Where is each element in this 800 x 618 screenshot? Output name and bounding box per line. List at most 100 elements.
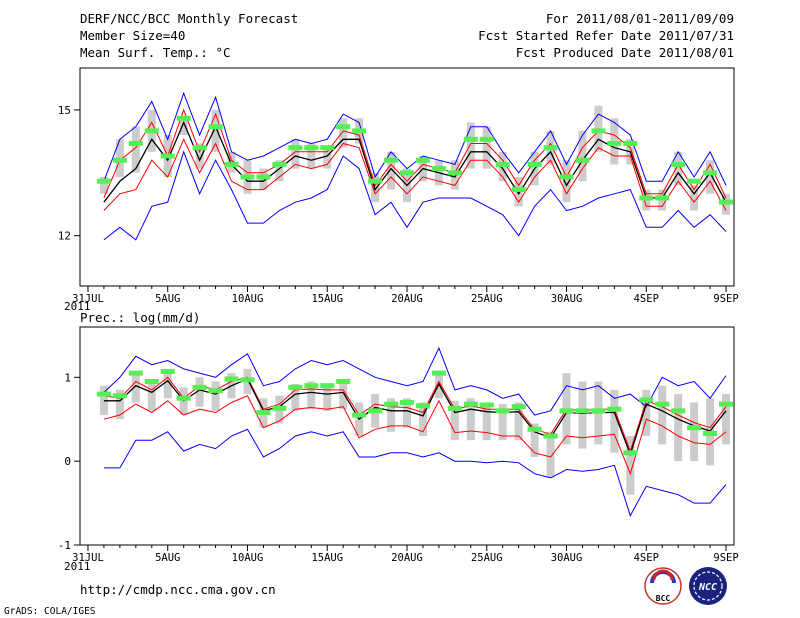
prec-spread-box [195,377,204,407]
temp-obs-marker [320,145,335,151]
precipitation-year-label: 2011 [64,560,91,573]
temp-spread-box [211,109,220,152]
prec-series-upper [103,346,727,416]
prec-x-tick-label: 30AUG [551,552,583,564]
prec-obs-marker [591,408,606,414]
temp-x-tick-label: 4SEP [634,293,659,305]
temp-obs-marker [288,145,303,151]
member-size: Member Size=40 [80,28,185,43]
temp-spread-box [323,147,332,169]
prec-x-tick-label: 9SEP [713,552,738,564]
temp-spread-box [674,151,683,186]
temp-obs-marker [240,174,255,180]
prec-spread-box [482,402,491,441]
temp-obs-marker [336,124,351,130]
temp-obs-marker [400,170,414,176]
temp-obs-marker [415,157,430,163]
prec-obs-marker [543,433,558,439]
prec-spread-box [450,400,459,441]
temp-y-tick-label: 15 [58,104,71,117]
prec-obs-marker [288,384,303,390]
prec-spread-box [498,404,507,441]
temp-obs-marker [431,166,446,172]
temp-obs-marker [559,174,574,180]
prec-spread-box [131,373,140,403]
prec-obs-marker [128,370,143,376]
prec-x-tick-label: 10AUG [232,552,264,564]
prec-obs-marker [655,401,670,407]
prec-obs-marker [352,412,367,418]
prec-obs-marker [527,426,542,432]
bcc-logo-text: BCC [656,594,671,603]
chart-title: DERF/NCC/BCC Monthly Forecast [80,11,298,26]
prec-spread-box [339,381,348,410]
prec-obs-marker [384,401,399,407]
prec-series-mean [103,378,727,457]
temp-spread-box [99,177,108,194]
temp-obs-marker [304,145,319,151]
forecast-start-date: Fcst Started Refer Date 2011/07/31 [478,28,734,43]
temp-x-tick-label: 31JUL [72,293,104,305]
precipitation-x-axis: -1 0 1 31JUL 5AUG 10AUG 15AUG 20AUG 25AUG 30AUG 4S… [58,371,739,564]
grads-credit: GrADS: COLA/IGES [4,606,96,617]
temp-obs-marker [575,157,590,163]
temp-obs-marker [112,157,127,163]
temp-series-low [103,138,727,211]
temp-obs-marker [208,124,223,130]
prec-x-tick-label: 31JUL [72,552,104,564]
temp-obs-marker [623,140,638,146]
temperature-x-axis: 12 15 31JUL 5AUG 10AUG 15AUG 20AUG 25AUG 30AUG 4S… [58,104,739,305]
ncc-logo-ring [693,571,723,601]
prec-spread-box [642,389,651,436]
temp-spread-box [339,118,348,148]
temp-obs-marker [511,187,526,193]
temp-obs-marker [384,157,399,163]
temp-spread-box [578,130,587,182]
prec-spread-box [722,394,731,445]
temp-spread-box [275,160,284,182]
prec-obs-marker [447,405,462,411]
prec-y-tick-label: 0 [64,455,71,468]
temp-obs-marker [96,178,111,184]
temp-spread-box [466,122,475,169]
temp-spread-box [291,139,300,169]
prec-obs-marker [575,408,590,414]
temp-spread-box [482,126,491,169]
temp-y-tick-label: 12 [58,230,71,243]
temp-obs-marker [160,153,175,159]
prec-obs-marker [703,430,718,436]
prec-spread-box [434,373,443,399]
prec-x-tick-label: 15AUG [311,552,343,564]
temp-series-lower [103,150,727,241]
prec-obs-marker [368,408,383,414]
prec-spread-box [163,368,172,399]
temp-obs-marker [463,136,478,142]
temp-obs-marker [591,128,606,134]
temp-obs-marker [352,128,367,134]
prec-obs-marker [687,425,702,431]
prec-obs-marker [96,391,111,397]
prec-obs-marker [623,450,638,456]
prec-spread-box [147,381,156,411]
prec-obs-marker [511,404,526,410]
prec-obs-marker [256,410,271,416]
prec-obs-marker [415,403,430,409]
temp-obs-marker [256,174,271,180]
prec-obs-marker [176,395,191,401]
prec-obs-marker [719,401,734,407]
temp-spread-box [195,143,204,169]
temp-spread-box [179,118,188,136]
prec-spread-box [466,398,475,441]
temp-obs-marker [655,195,670,201]
temp-obs-marker [368,178,383,184]
prec-spread-box [578,381,587,449]
bcc-logo: BCC [644,567,682,605]
temp-series-mean [103,120,727,203]
temp-spread-box [131,126,140,173]
prec-spread-box [418,402,427,436]
prec-x-tick-label: 25AUG [471,552,503,564]
prec-obs-marker [479,402,494,408]
temp-x-tick-label: 25AUG [471,293,503,305]
source-url[interactable]: http://cmdp.ncc.cma.gov.cn [80,582,276,597]
